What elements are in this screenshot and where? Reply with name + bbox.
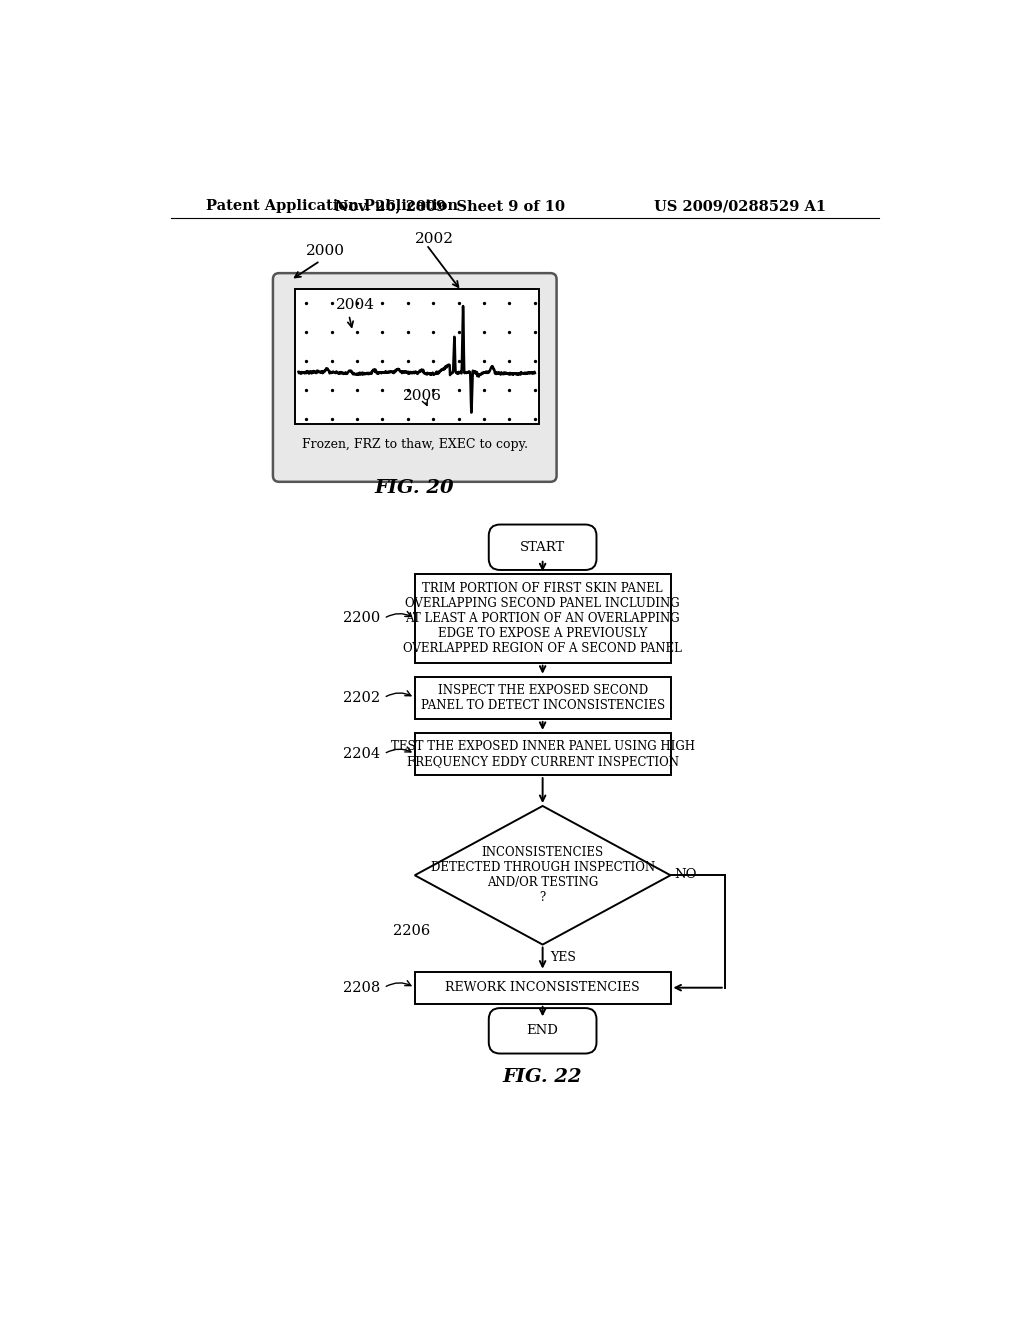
Text: END: END — [526, 1024, 558, 1038]
Text: START: START — [520, 541, 565, 554]
Text: TEST THE EXPOSED INNER PANEL USING HIGH
FREQUENCY EDDY CURRENT INSPECTION: TEST THE EXPOSED INNER PANEL USING HIGH … — [390, 741, 694, 768]
Text: 2204: 2204 — [343, 747, 380, 762]
Text: YES: YES — [550, 952, 577, 964]
Text: 2208: 2208 — [343, 981, 380, 995]
Text: FIG. 22: FIG. 22 — [503, 1068, 583, 1086]
FancyBboxPatch shape — [488, 1008, 597, 1053]
FancyBboxPatch shape — [415, 677, 671, 719]
Text: INSPECT THE EXPOSED SECOND
PANEL TO DETECT INCONSISTENCIES: INSPECT THE EXPOSED SECOND PANEL TO DETE… — [421, 684, 665, 711]
Text: 2000: 2000 — [306, 244, 345, 257]
FancyBboxPatch shape — [415, 972, 671, 1003]
FancyBboxPatch shape — [273, 273, 557, 482]
Text: FIG. 20: FIG. 20 — [375, 479, 455, 496]
Text: INCONSISTENCIES
DETECTED THROUGH INSPECTION
AND/OR TESTING
?: INCONSISTENCIES DETECTED THROUGH INSPECT… — [430, 846, 654, 904]
Text: Nov. 26, 2009  Sheet 9 of 10: Nov. 26, 2009 Sheet 9 of 10 — [335, 199, 564, 213]
Polygon shape — [415, 807, 671, 945]
Text: 2006: 2006 — [403, 388, 442, 403]
Text: US 2009/0288529 A1: US 2009/0288529 A1 — [654, 199, 826, 213]
Text: 2004: 2004 — [336, 298, 375, 312]
Text: 2200: 2200 — [343, 611, 380, 626]
FancyBboxPatch shape — [295, 289, 539, 424]
FancyBboxPatch shape — [415, 574, 671, 663]
Text: Frozen, FRZ to thaw, EXEC to copy.: Frozen, FRZ to thaw, EXEC to copy. — [302, 438, 527, 451]
FancyBboxPatch shape — [488, 524, 597, 570]
Text: REWORK INCONSISTENCIES: REWORK INCONSISTENCIES — [445, 981, 640, 994]
FancyBboxPatch shape — [415, 733, 671, 775]
Text: TRIM PORTION OF FIRST SKIN PANEL
OVERLAPPING SECOND PANEL INCLUDING
AT LEAST A P: TRIM PORTION OF FIRST SKIN PANEL OVERLAP… — [403, 582, 682, 655]
Text: 2002: 2002 — [415, 232, 454, 247]
Text: 2202: 2202 — [343, 690, 380, 705]
Text: NO: NO — [675, 867, 697, 880]
Text: Patent Application Publication: Patent Application Publication — [206, 199, 458, 213]
Text: 2206: 2206 — [393, 924, 430, 937]
